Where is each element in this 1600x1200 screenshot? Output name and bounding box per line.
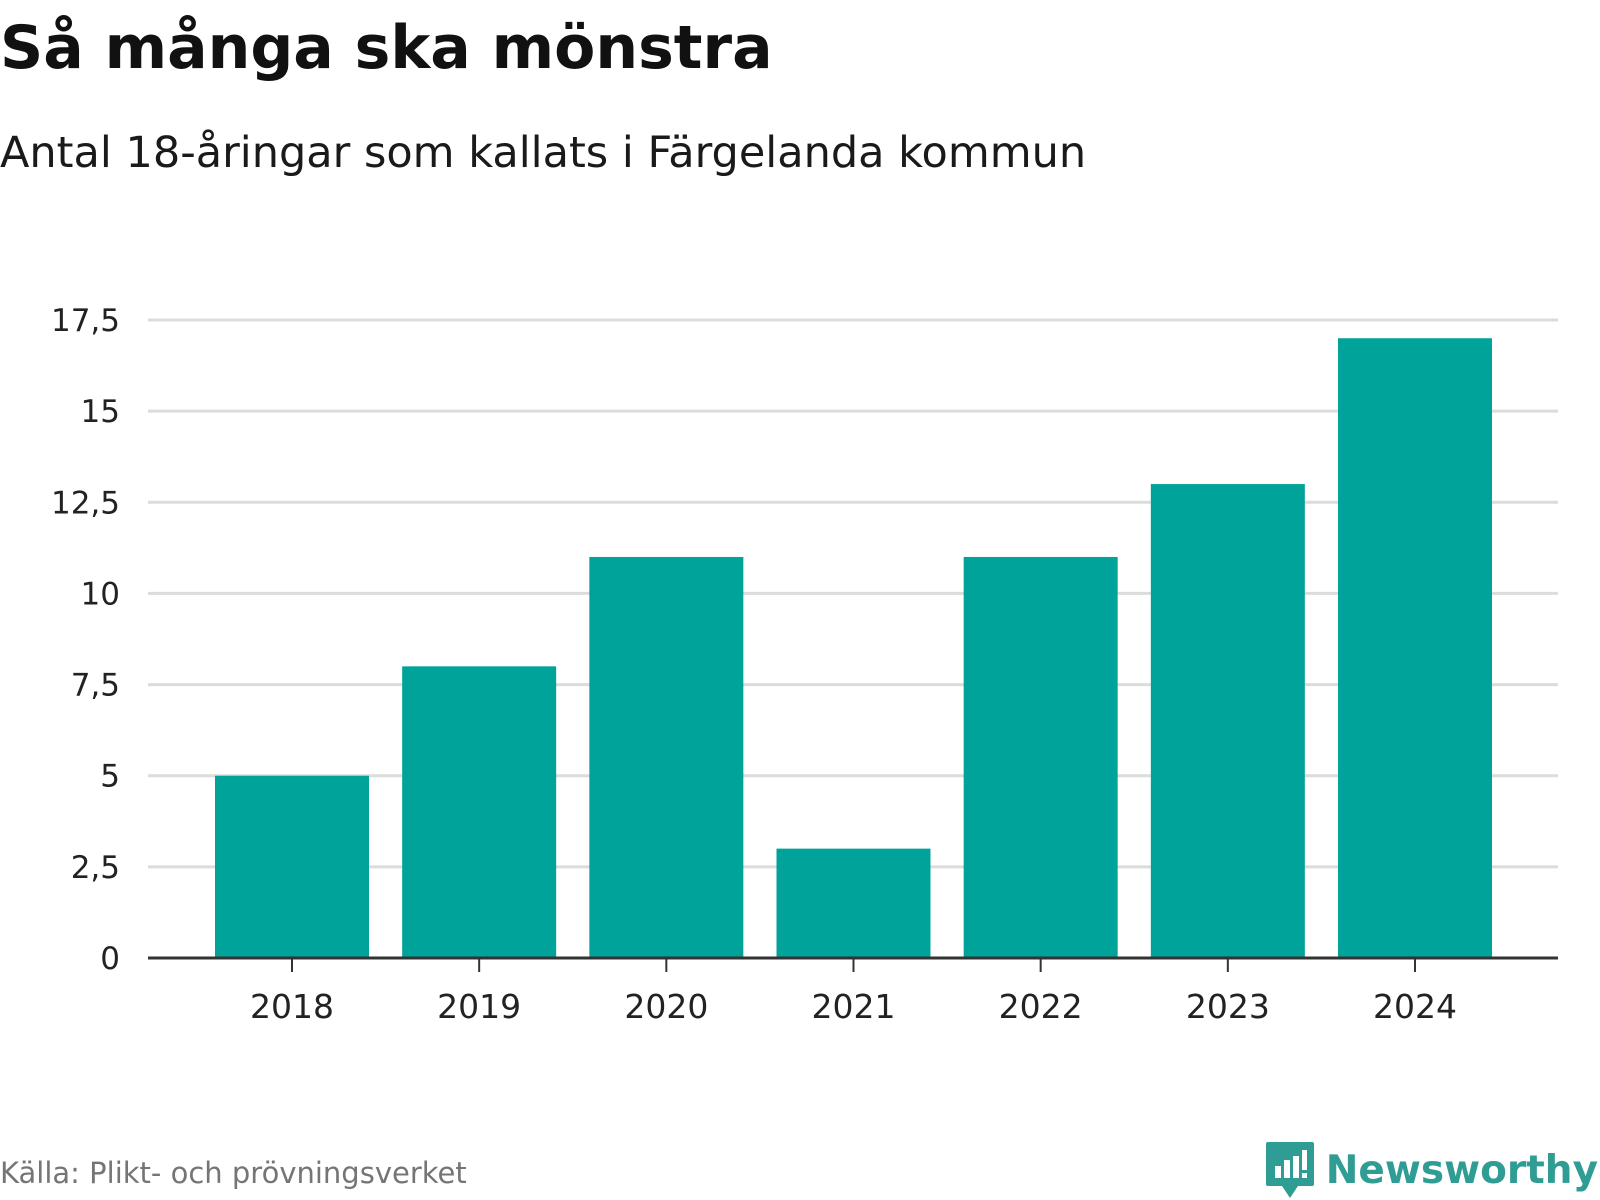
x-tick-label: 2024 [1373, 987, 1457, 1026]
x-axis [148, 956, 1558, 972]
chart-subtitle: Antal 18-åringar som kallats i Färgeland… [0, 128, 1087, 178]
brand-logo: Newsworthy [1264, 1140, 1598, 1200]
x-tick-label: 2018 [250, 987, 334, 1026]
bar-2023 [1150, 484, 1305, 958]
x-axis-ticks: 2018 2019 2020 2021 2022 2023 2024 [250, 987, 1457, 1026]
source-note: Källa: Plikt- och prövningsverket [0, 1156, 467, 1190]
y-tick-label: 15 [81, 394, 120, 430]
y-tick-label: 5 [100, 759, 120, 795]
bar-2021 [776, 848, 931, 958]
y-tick-label: 12,5 [51, 485, 120, 521]
y-tick-label: 0 [100, 941, 120, 977]
grid-lines [148, 318, 1558, 869]
x-tick-label: 2023 [1186, 987, 1270, 1026]
bars [215, 338, 1492, 958]
bar-2018 [215, 775, 369, 958]
y-axis-ticks: 0 2,5 5 7,5 10 12,5 15 17,5 [51, 303, 120, 977]
bar-chart-logo-icon [1265, 1142, 1314, 1198]
y-tick-label: 7,5 [71, 668, 120, 704]
bar-2024 [1338, 338, 1492, 958]
bar-2020 [589, 556, 744, 958]
bar-2019 [402, 666, 557, 958]
y-tick-label: 10 [81, 576, 120, 612]
brand-name: Newsworthy [1325, 1147, 1598, 1193]
bar-2022 [963, 556, 1118, 958]
x-tick-label: 2021 [812, 987, 896, 1026]
x-tick-label: 2020 [624, 987, 708, 1026]
y-tick-label: 17,5 [51, 303, 120, 339]
x-tick-label: 2022 [999, 987, 1083, 1026]
x-tick-label: 2019 [437, 987, 521, 1026]
y-tick-label: 2,5 [71, 850, 120, 886]
chart-title: Så många ska mönstra [0, 13, 773, 83]
